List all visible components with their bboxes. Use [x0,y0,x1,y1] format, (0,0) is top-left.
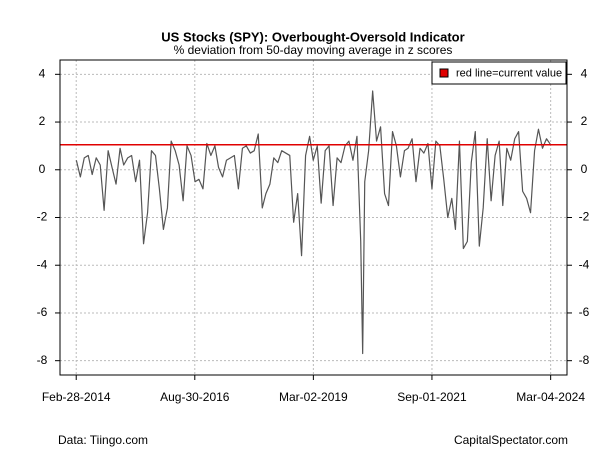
credit: CapitalSpectator.com [454,433,568,447]
y-tick-label: -4 [37,257,48,271]
source: Data: Tiingo.com [58,433,148,447]
x-tick-label: Feb-28-2014 [42,390,111,404]
y-tick-label: 0 [39,162,46,176]
y2-tick-label: -6 [579,305,590,319]
x-tick-label: Aug-30-2016 [160,390,230,404]
y2-tick-label: 0 [581,162,588,176]
y-tick-label: -8 [37,353,48,367]
y-tick-label: 4 [39,66,46,80]
y-tick-label: 2 [39,114,46,128]
chart-title: US Stocks (SPY): Overbought-Oversold Ind… [161,29,464,44]
legend-label: red line=current value [456,67,562,79]
y2-tick-label: -4 [579,257,590,271]
y2-tick-label: 2 [581,114,588,128]
legend-box [431,61,567,85]
x-tick-label: Mar-02-2019 [279,390,348,404]
y2-tick-label: -2 [579,210,590,224]
x-tick-label: Mar-04-2024 [516,390,585,404]
y2-tick-label: -8 [579,353,590,367]
data-line [75,90,552,355]
legend-swatch [439,68,449,78]
y-tick-label: -2 [37,210,48,224]
x-tick-label: Sep-01-2021 [397,390,467,404]
y-tick-label: -6 [37,305,48,319]
plot-frame [59,59,568,376]
chart-subtitle: % deviation from 50-day moving average i… [174,43,453,57]
y2-tick-label: 4 [581,66,588,80]
